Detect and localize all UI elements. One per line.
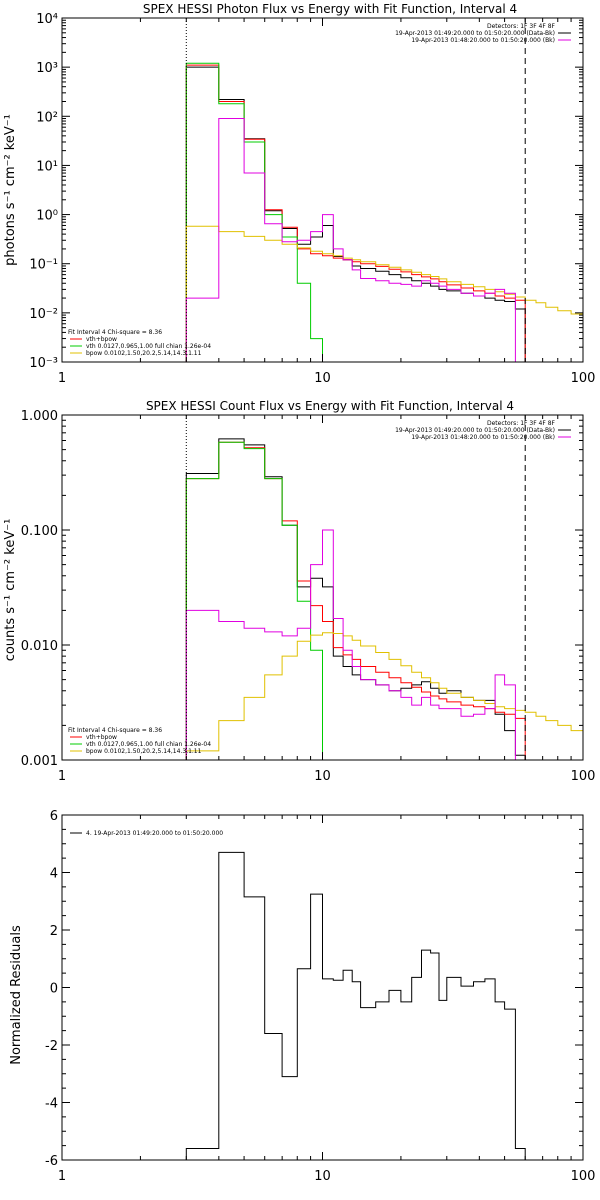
- chart-title: SPEX HESSI Count Flux vs Energy with Fit…: [146, 399, 514, 413]
- y-tick-label: 0: [50, 982, 58, 997]
- info-line: 19-Apr-2013 01:48:20.000 to 01:50:20.000…: [411, 37, 555, 44]
- chart-title: SPEX HESSI Photon Flux vs Energy with Fi…: [143, 2, 517, 16]
- y-tick-label: 6: [50, 809, 58, 824]
- y-tick-label: 0.100: [21, 524, 58, 539]
- x-tick-label: 100: [571, 1169, 596, 1184]
- plot-area: [185, 851, 526, 1160]
- legend-label: bpow 0.0102,1.50,20.2,5.14,14.3,1.11: [86, 748, 202, 755]
- fit-info: Fit Interval 4 Chi-square = 8.36: [68, 329, 162, 336]
- legend-label: vth+bpow: [86, 336, 117, 343]
- info-line: Detectors: 1F 3F 4F 8F: [487, 420, 556, 427]
- info-line: Detectors: 1F 3F 4F 8F: [487, 23, 556, 30]
- y-tick-label: 10¹: [36, 159, 58, 174]
- info-line: 19-Apr-2013 01:48:20.000 to 01:50:20.000…: [411, 434, 555, 441]
- legend-label: 4. 19-Apr-2013 01:49:20.000 to 01:50:20.…: [86, 830, 223, 837]
- x-tick-label: 100: [571, 769, 596, 784]
- y-tick-label: 2: [50, 924, 58, 939]
- y-tick-label: 1.000: [21, 409, 58, 424]
- x-tick-label: 10: [314, 371, 331, 386]
- x-tick-label: 1: [58, 1169, 66, 1184]
- x-tick-label: 1: [58, 769, 66, 784]
- y-tick-label: 0.010: [21, 639, 58, 654]
- series-vth: [185, 441, 323, 760]
- plot-area: [185, 62, 583, 362]
- y-tick-label: 4: [50, 867, 58, 882]
- y-tick-label: 10²: [36, 110, 58, 125]
- fit-info: Fit Interval 4 Chi-square = 8.36: [68, 727, 162, 734]
- info-line: 19-Apr-2013 01:49:20.000 to 01:50:20.000…: [395, 30, 555, 37]
- legend-label: vth+bpow: [86, 734, 117, 741]
- series-bpow: [185, 632, 583, 760]
- x-tick-label: 10: [314, 769, 331, 784]
- x-tick-label: 100: [571, 371, 596, 386]
- y-axis-label: photons s⁻¹ cm⁻² keV⁻¹: [3, 114, 18, 266]
- residuals-panel: Normalized Residuals 1 10 100 -6 -4 -2 0 2 4 6 4. …: [9, 809, 595, 1184]
- y-axis-label: Normalized Residuals: [9, 925, 24, 1065]
- y-tick-label: 10⁻²: [29, 307, 58, 322]
- y-tick-label: -6: [45, 1154, 58, 1169]
- series-bk: [185, 118, 516, 362]
- y-tick-label: 10⁰: [36, 209, 58, 224]
- plot-area: [185, 438, 583, 760]
- y-tick-label: -2: [45, 1039, 58, 1054]
- y-tick-label: -4: [45, 1097, 58, 1112]
- legend-label: bpow 0.0102,1.50,20.2,5.14,14.3,1.11: [86, 350, 202, 357]
- legend-label: vth 0.0127,0.965,1.00 full chian 1.26e-0…: [86, 343, 211, 350]
- count-flux-panel: SPEX HESSI Count Flux vs Energy with Fit…: [3, 399, 595, 784]
- y-tick-label: 10⁻³: [29, 356, 58, 371]
- y-tick-label: 10⁴: [36, 12, 58, 27]
- series-bk: [185, 529, 516, 760]
- photon-flux-panel: SPEX HESSI Photon Flux vs Energy with Fi…: [3, 2, 595, 386]
- series-residuals: [185, 851, 526, 1160]
- info-line: 19-Apr-2013 01:49:20.000 to 01:50:20.000…: [395, 427, 555, 434]
- y-tick-label: 10⁻¹: [29, 258, 58, 273]
- legend-label: vth 0.0127,0.965,1.00 full chian 1.26e-0…: [86, 741, 211, 748]
- y-axis-label: counts s⁻¹ cm⁻² keV⁻¹: [3, 519, 18, 662]
- x-tick-label: 1: [58, 371, 66, 386]
- x-tick-label: 10: [314, 1169, 331, 1184]
- y-tick-label: 0.001: [21, 754, 58, 769]
- y-tick-label: 10³: [36, 61, 58, 76]
